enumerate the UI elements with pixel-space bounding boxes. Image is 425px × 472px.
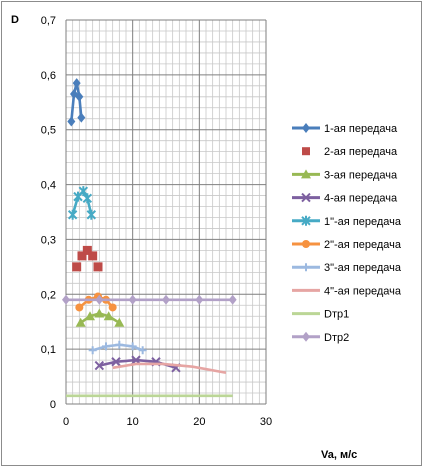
- data-point: [95, 294, 104, 305]
- data-point: [302, 240, 310, 248]
- legend-entry: 4-ая передача: [292, 193, 398, 205]
- y-tick-label: 0,6: [41, 70, 56, 82]
- data-point: [128, 342, 137, 351]
- legend-entry: 2-ая передача: [302, 146, 398, 158]
- series-1: [72, 245, 103, 272]
- data-point: [72, 78, 81, 89]
- legend-label: 4-ая передача: [324, 193, 398, 205]
- data-point: [62, 294, 70, 305]
- data-point: [111, 357, 121, 367]
- legend-entry: 1"-ая передача: [292, 215, 402, 228]
- data-point: [93, 262, 103, 272]
- data-point: [75, 317, 86, 327]
- data-point: [77, 251, 87, 261]
- legend-entry: 3"-ая передача: [292, 262, 402, 274]
- data-point: [82, 193, 93, 204]
- data-point: [75, 91, 84, 102]
- data-point: [102, 342, 110, 351]
- data-point: [115, 340, 124, 349]
- legend-entry: Dтр1: [292, 309, 349, 321]
- data-point: [301, 169, 311, 179]
- legend-entry: Dтр2: [292, 331, 349, 344]
- y-tick-label: 0,2: [41, 289, 56, 301]
- series-2: [75, 308, 125, 327]
- data-point: [77, 112, 86, 123]
- data-point: [86, 209, 97, 220]
- chart-svg: 00,10,20,30,40,50,60,70 10 20 30 D Va, м/с …: [11, 14, 402, 461]
- series-9: [62, 294, 237, 305]
- data-point: [85, 311, 95, 321]
- grid: [66, 19, 267, 404]
- legend-label: 3-ая передача: [324, 169, 398, 181]
- data-point: [94, 308, 105, 318]
- legend-entry: 4"-ая передача: [292, 285, 402, 297]
- y-tick-label: 0,3: [41, 234, 56, 246]
- data-point: [128, 294, 137, 305]
- legend: 1-ая передача 2-ая передача 3-ая передача 4…: [292, 123, 402, 344]
- data-point: [88, 251, 98, 261]
- y-tick-label: 0,1: [41, 344, 56, 356]
- data-point: [72, 262, 82, 272]
- series-0: [67, 78, 86, 127]
- legend-label: 3"-ая передача: [324, 262, 402, 274]
- x-tick-label: 20: [193, 416, 205, 428]
- data-point: [162, 294, 170, 305]
- data-point: [302, 331, 310, 342]
- data-point: [67, 116, 76, 127]
- data-point: [88, 346, 97, 355]
- data-point: [302, 263, 310, 272]
- x-tick-label: 30: [260, 416, 272, 428]
- data-point: [301, 192, 311, 203]
- data-point: [108, 303, 117, 312]
- legend-label: Dтр2: [324, 332, 349, 344]
- series-7: [112, 362, 227, 375]
- y-tick-label: 0,5: [41, 125, 56, 137]
- data-point: [82, 245, 92, 255]
- legend-label: 4"-ая передача: [324, 285, 402, 297]
- series-line: [112, 362, 227, 375]
- data-point: [301, 215, 311, 226]
- data-point: [114, 317, 125, 327]
- legend-label: 2-ая передача: [324, 146, 398, 158]
- data-point: [138, 346, 147, 355]
- y-axis-label: D: [11, 14, 19, 26]
- x-tick-label: 0: [63, 416, 69, 428]
- series-layer: [62, 78, 237, 398]
- y-tick-label: 0,7: [41, 15, 56, 27]
- data-point: [228, 294, 237, 305]
- x-axis-label: Va, м/с: [321, 449, 357, 461]
- legend-entry: 1-ая передача: [292, 123, 398, 135]
- series-4: [67, 186, 97, 220]
- legend-entry: 2"-ая передача: [292, 239, 402, 251]
- data-point: [103, 311, 114, 321]
- x-tick-label: 10: [127, 416, 139, 428]
- y-tick-label: 0,4: [41, 180, 56, 192]
- legend-label: 1-ая передача: [324, 123, 398, 135]
- data-point: [67, 209, 78, 220]
- axes: 0 0,1 0,2 0,3 0,4 0,5 0,6 0,7 0 10 20 30: [41, 15, 272, 428]
- data-point: [75, 303, 84, 312]
- series-5: [75, 292, 117, 312]
- y-tick-label: 0: [50, 399, 56, 411]
- legend-label: Dтр1: [324, 309, 349, 321]
- data-point: [302, 147, 310, 156]
- data-point: [94, 360, 105, 371]
- legend-label: 2"-ая передача: [324, 239, 402, 251]
- legend-entry: 3-ая передача: [292, 169, 398, 181]
- data-point: [302, 123, 310, 133]
- chart-frame: 0 0,1 0,2 0,3 0,4 0,5 0,6 0,7 0 10 20 30 D Va, м/с …: [1, 1, 422, 466]
- legend-label: 1"-ая передача: [324, 216, 402, 228]
- data-point: [195, 294, 204, 305]
- series-6: [88, 340, 147, 355]
